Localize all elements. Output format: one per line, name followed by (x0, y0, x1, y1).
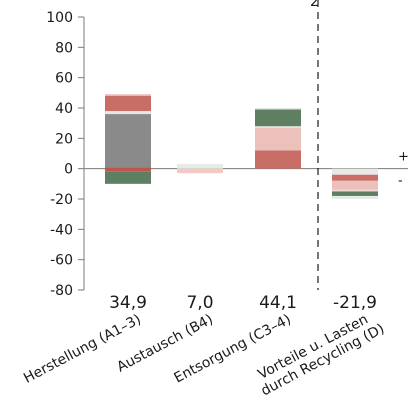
minus-sign: - (398, 174, 403, 189)
bar-segment (177, 168, 223, 174)
separator-marker: 2 (310, 0, 319, 10)
y-tick-label: 40 (55, 101, 73, 117)
bar-segment (255, 127, 301, 151)
y-tick-label: -40 (50, 222, 73, 238)
y-tick-label: 0 (64, 162, 73, 178)
bar-segment (255, 126, 301, 128)
bars (105, 94, 378, 199)
bar-segment (105, 167, 151, 169)
category-label-line: Herstellung (A1–3) (21, 311, 144, 386)
bar-segment (255, 150, 301, 169)
y-tick-label: -80 (50, 283, 73, 299)
bar-segment (105, 168, 151, 172)
bar-segment (332, 174, 378, 181)
y-tick-label: 60 (55, 71, 73, 87)
bar-segment (255, 109, 301, 127)
y-axis: 100 80 60 40 20 0 -20 -40 -60 -80 (46, 0, 408, 299)
y-tick-label: 20 (55, 131, 73, 147)
bar-segment (255, 108, 301, 110)
bar-segment (332, 168, 378, 175)
y-tick-label: -60 (50, 253, 73, 269)
bar-segment (177, 164, 223, 169)
y-tick-label: 80 (55, 40, 73, 56)
bar-segment (105, 171, 151, 184)
plus-sign: + (398, 150, 408, 165)
total-label: -21,9 (333, 293, 377, 313)
bar-segment (105, 95, 151, 112)
bar-segment (332, 189, 378, 192)
total-label: 7,0 (186, 293, 213, 313)
bar-segment (332, 191, 378, 196)
total-label: 34,9 (109, 293, 147, 313)
bar-segment (105, 94, 151, 96)
category-label: Herstellung (A1–3) (21, 311, 144, 386)
bar-segment (332, 180, 378, 190)
bar-segment (332, 195, 378, 199)
total-label: 44,1 (259, 293, 297, 313)
y-tick-label: 100 (46, 10, 73, 26)
bar-segment (105, 114, 151, 168)
bar-segment (105, 111, 151, 115)
y-tick-label: -20 (50, 192, 73, 208)
